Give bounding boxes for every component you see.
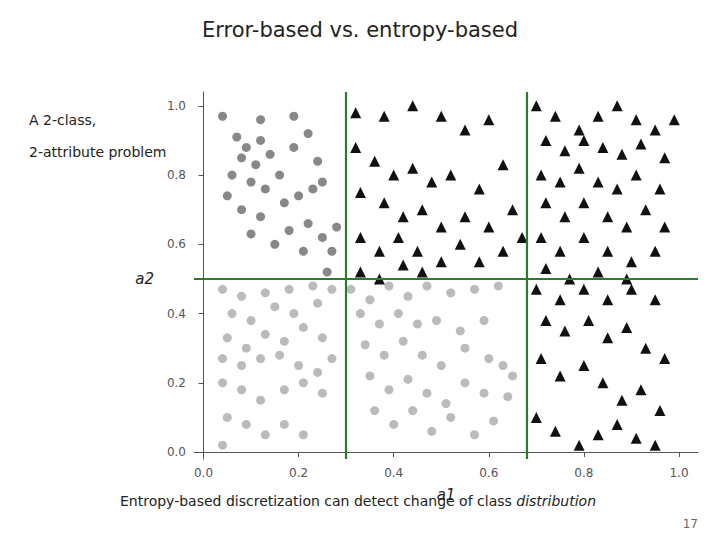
svg-text:0.4: 0.4 [384, 466, 403, 480]
svg-text:0.6: 0.6 [167, 237, 186, 251]
svg-text:1.0: 1.0 [167, 99, 186, 113]
svg-text:0.2: 0.2 [289, 466, 308, 480]
svg-text:1.0: 1.0 [669, 466, 688, 480]
svg-text:a2: a2 [135, 270, 154, 288]
svg-text:17: 17 [683, 517, 698, 531]
svg-text:0.0: 0.0 [194, 466, 213, 480]
svg-text:a1: a1 [437, 486, 456, 504]
svg-text:0.8: 0.8 [167, 168, 186, 182]
svg-text:Error-based vs. entropy-based: Error-based vs. entropy-based [202, 18, 518, 42]
svg-text:Entropy-based discretization c: Entropy-based discretization can detect … [120, 493, 516, 509]
svg-text:A 2-class,: A 2-class, [29, 112, 96, 128]
svg-text:0.4: 0.4 [167, 307, 186, 321]
svg-text:2-attribute problem: 2-attribute problem [29, 144, 166, 160]
svg-text:0.0: 0.0 [167, 445, 186, 459]
svg-text:0.8: 0.8 [574, 466, 593, 480]
svg-text:0.2: 0.2 [167, 376, 186, 390]
svg-text:distribution: distribution [516, 493, 596, 509]
svg-text:0.6: 0.6 [479, 466, 498, 480]
